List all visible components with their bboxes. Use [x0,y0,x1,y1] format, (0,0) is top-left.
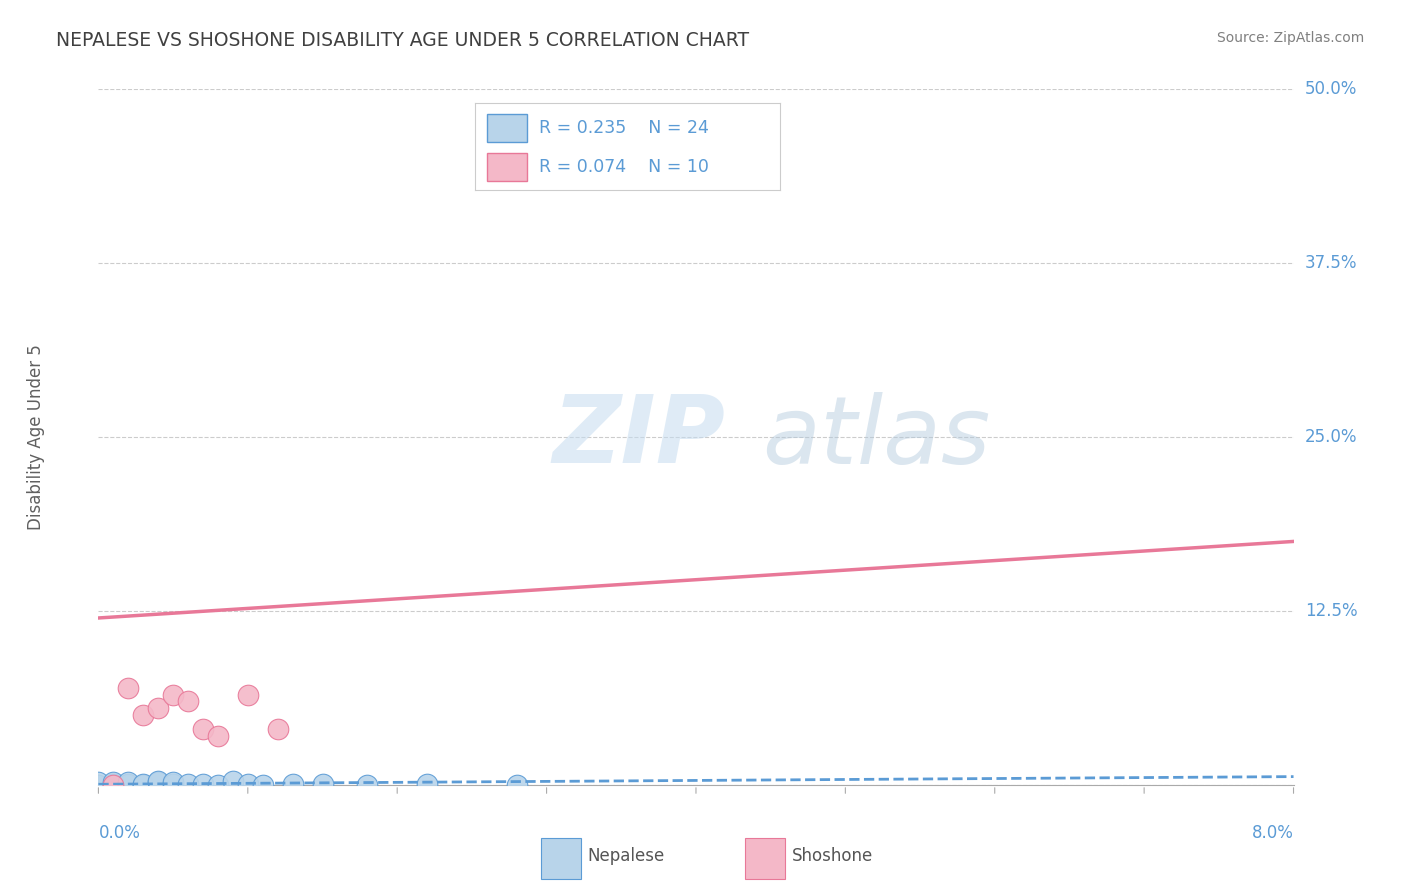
Text: ZIP: ZIP [553,391,725,483]
Point [117,778,139,792]
Point [148,701,170,715]
Point [252,778,274,792]
Point [162,688,184,702]
Point [191,723,214,737]
Point [207,778,229,792]
Point [416,776,439,790]
Point [177,694,200,708]
Point [148,775,170,789]
Point [103,775,125,789]
Text: 0.0%: 0.0% [98,824,141,842]
Point [132,776,155,790]
Point [177,776,200,790]
Text: 37.5%: 37.5% [1305,254,1357,272]
Text: Shoshone: Shoshone [792,847,873,865]
Point [281,776,304,790]
Point [132,778,155,792]
Point [103,776,125,790]
FancyBboxPatch shape [486,153,527,181]
Point [103,778,125,792]
Point [117,775,139,789]
Text: Disability Age Under 5: Disability Age Under 5 [27,344,45,530]
Point [162,775,184,789]
Text: R = 0.235    N = 24: R = 0.235 N = 24 [538,119,709,136]
Point [222,773,245,788]
Point [236,776,259,790]
Point [148,773,170,788]
Point [191,776,214,790]
Point [117,776,139,790]
Text: NEPALESE VS SHOSHONE DISABILITY AGE UNDER 5 CORRELATION CHART: NEPALESE VS SHOSHONE DISABILITY AGE UNDE… [56,31,749,50]
Point [207,729,229,743]
Point [132,708,155,723]
Point [117,681,139,695]
Point [356,778,378,792]
FancyBboxPatch shape [486,113,527,142]
Text: atlas: atlas [762,392,990,483]
Point [87,775,110,789]
Text: 50.0%: 50.0% [1305,80,1357,98]
Text: R = 0.074    N = 10: R = 0.074 N = 10 [538,158,709,176]
Text: 25.0%: 25.0% [1305,428,1357,446]
Point [236,688,259,702]
Point [267,723,290,737]
Text: 8.0%: 8.0% [1251,824,1294,842]
Point [311,776,333,790]
Text: 12.5%: 12.5% [1305,602,1357,620]
Text: Source: ZipAtlas.com: Source: ZipAtlas.com [1216,31,1364,45]
Point [162,776,184,790]
Point [87,778,110,792]
Text: Nepalese: Nepalese [588,847,665,865]
Point [506,778,529,792]
